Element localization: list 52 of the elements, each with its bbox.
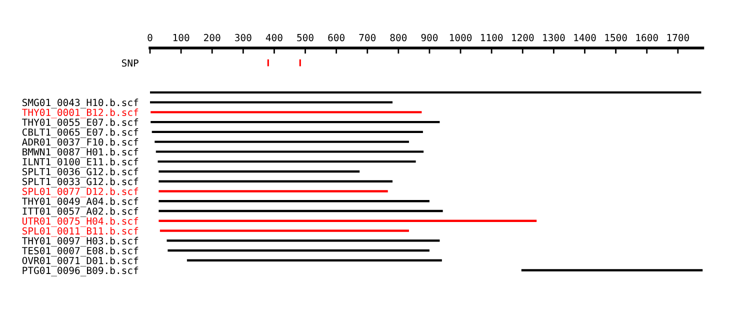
x-tick-label: 0: [148, 34, 152, 42]
y-tick-label: SNP: [122, 59, 138, 67]
y-tick-label: UTR01_0075_H04.b.scf: [22, 217, 138, 227]
bar: [150, 91, 702, 94]
y-tick-label: SPLT1_0036_G12.b.scf: [22, 168, 138, 178]
x-tick-label: 500: [297, 34, 314, 42]
y-tick-label: SPLT1_0033_G12.b.scf: [22, 178, 138, 188]
x-tick-label: 900: [421, 34, 438, 42]
bar: [158, 160, 416, 163]
y-tick-label: SPL01_0077_D12.b.scf: [22, 188, 138, 198]
x-tick-label: 300: [235, 34, 252, 42]
x-tick-label: 1300: [543, 34, 565, 42]
y-tick-label: CBLT1_0065_E07.b.scf: [22, 128, 138, 138]
bar: [150, 101, 393, 104]
bar: [158, 210, 443, 212]
bar: [154, 140, 409, 143]
x-tick-label: 1100: [481, 34, 503, 42]
bar: [156, 150, 424, 153]
bar: [168, 249, 430, 252]
x-tick-label: 1500: [605, 34, 627, 42]
y-tick-label: THY01_0049_A04.b.scf: [22, 197, 138, 208]
y-tick-label: ITT01_0057_A02.b.scf: [22, 207, 138, 217]
x-tick-label: 1600: [636, 34, 658, 42]
y-tick-label: SMG01_0043_H10.b.scf: [22, 98, 138, 108]
bar: [150, 121, 440, 124]
x-tick-label: 800: [390, 34, 407, 42]
bar: [158, 170, 360, 173]
x-tick-label: 400: [266, 34, 282, 42]
y-tick-label: THY01_0055_E07.b.scf: [22, 118, 138, 128]
x-tick-label: 200: [204, 34, 220, 42]
y-tick-label: BMWN1_0087_H01.b.scf: [22, 148, 138, 158]
y-tick-label: TES01_0007_E08.b.scf: [22, 246, 138, 256]
bar: [158, 180, 393, 182]
y-tick-label: ILNT1_0100_E11.b.scf: [22, 158, 138, 168]
bar: [521, 269, 703, 272]
x-tick-label: 1000: [450, 34, 472, 42]
y-tick-label: ADR01_0037_F10.b.scf: [22, 138, 138, 148]
bar: [186, 259, 442, 262]
y-tick-label: THY01_0097_H03.b.scf: [22, 236, 138, 247]
x-tick-label: 700: [359, 34, 376, 42]
x-tick-label: 1400: [574, 34, 596, 42]
y-tick-label: THY01_0001_B12.b.scf: [22, 108, 138, 118]
x-tick-label: 1200: [512, 34, 534, 42]
x-tick-label: 1700: [667, 34, 689, 42]
bar: [158, 200, 430, 202]
bar: [152, 130, 423, 134]
y-tick-label: SPL01_0011_B11.b.scf: [22, 227, 138, 237]
y-tick-label: PTG01_0096_B09.b.scf: [22, 266, 138, 276]
bar: [166, 240, 440, 242]
y-tick-label: OVR01_0071_D01.b.scf: [22, 256, 138, 266]
x-tick-label: 100: [173, 34, 190, 42]
x-tick-label: 600: [328, 34, 344, 42]
